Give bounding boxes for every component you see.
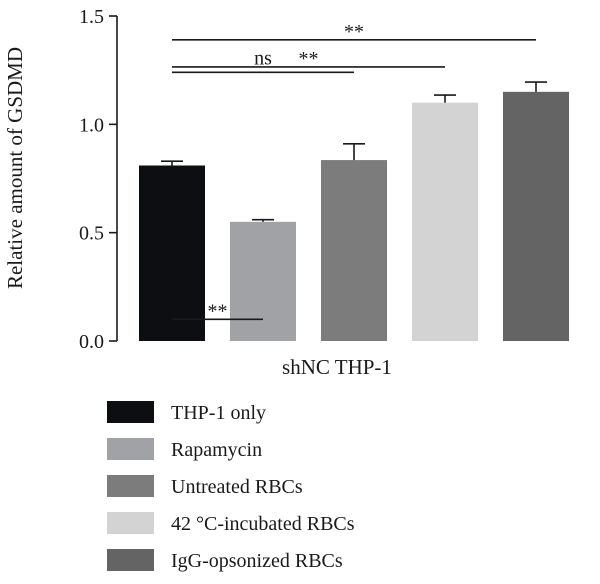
bar [321,160,387,341]
legend-label: 42 °C-incubated RBCs [171,513,355,535]
y-tick-label: 0.0 [79,331,104,353]
bar [503,91,569,341]
y-axis-title: Relative amount of GSDMD [3,47,27,289]
legend-swatch [107,475,154,497]
legend-label: IgG-opsonized RBCs [171,550,343,572]
significance-label: ns [254,47,272,69]
legend-swatch [107,438,154,460]
x-category-label: shNC THP-1 [282,355,392,379]
bar [139,165,205,341]
legend-label: Rapamycin [171,439,262,461]
significance-label: ** [299,48,319,70]
bars [139,81,569,342]
y-tick-label: 0.5 [79,223,104,245]
y-tick-label: 1.0 [79,114,104,136]
significance-brackets: ** ns ** ** [172,21,536,322]
legend-swatch [107,512,154,534]
axes: 0.0 0.5 1.0 1.5 [79,6,118,353]
significance-label: ** [208,300,228,322]
y-tick-label: 1.5 [79,6,104,28]
legend-swatch [107,401,154,423]
legend-label: THP-1 only [171,402,266,424]
bar [412,102,478,342]
significance-label: ** [344,21,364,43]
bar [230,221,296,341]
legend: THP-1 only Rapamycin Untreated RBCs 42 °C-i… [107,401,355,572]
legend-label: Untreated RBCs [171,476,303,498]
legend-swatch [107,549,154,571]
